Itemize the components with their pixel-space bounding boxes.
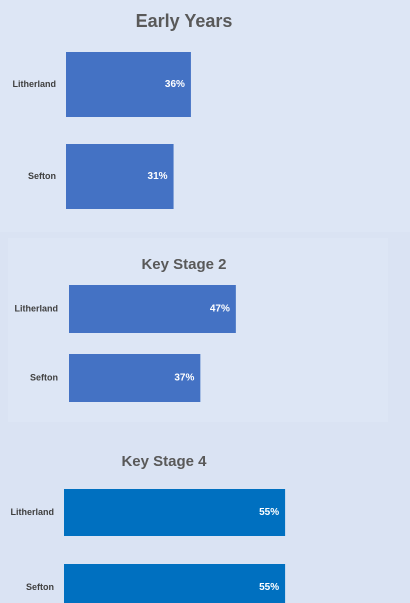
chart-title: Key Stage 2 — [141, 256, 226, 273]
bar — [66, 144, 174, 209]
value-label: 55% — [259, 582, 279, 593]
value-label: 31% — [148, 171, 168, 182]
value-label: 47% — [210, 304, 230, 315]
value-label: 37% — [174, 373, 194, 384]
bar — [66, 52, 191, 117]
category-label: Sefton — [26, 582, 54, 592]
value-label: 55% — [259, 507, 279, 518]
category-label: Sefton — [28, 171, 56, 181]
bar — [69, 285, 236, 333]
bar — [69, 354, 201, 402]
chart-title: Key Stage 4 — [121, 453, 207, 470]
value-label: 36% — [165, 79, 185, 90]
category-label: Litherland — [14, 303, 58, 313]
category-label: Litherland — [10, 507, 54, 517]
bar — [64, 564, 286, 603]
category-label: Litherland — [12, 79, 56, 89]
chart-title: Early Years — [136, 11, 233, 31]
category-label: Sefton — [30, 372, 58, 382]
bar — [64, 489, 286, 536]
panel — [0, 0, 410, 232]
